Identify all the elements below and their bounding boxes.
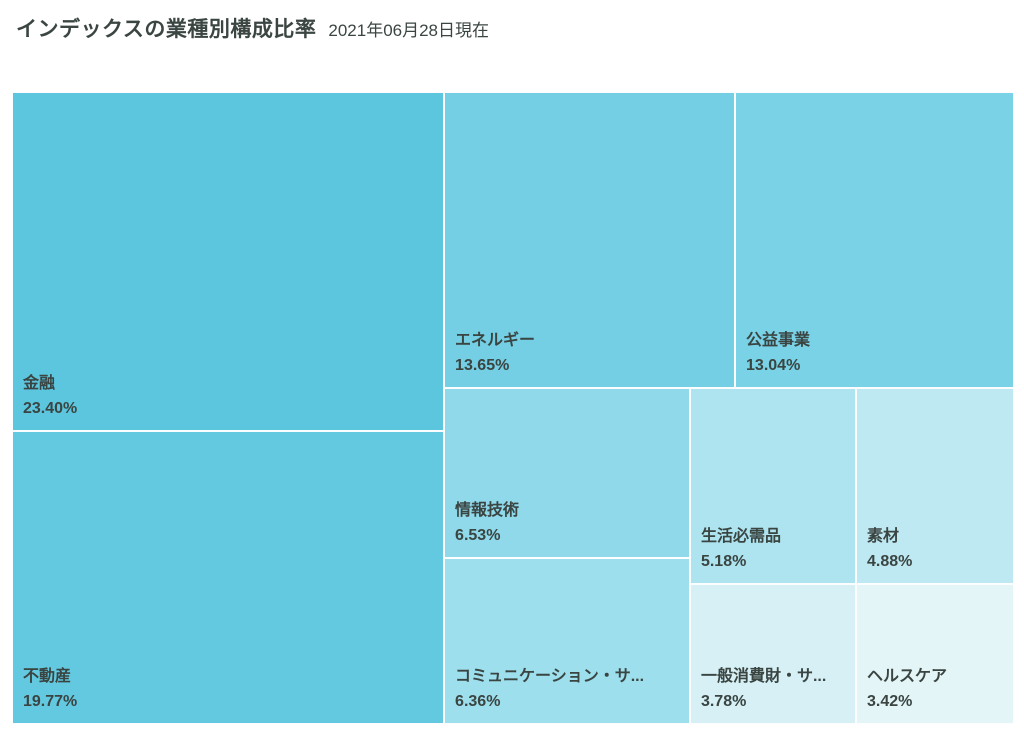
treemap-cell-health-care[interactable]: ヘルスケア 3.42% [855, 584, 1014, 724]
sector-value: 13.65% [455, 357, 510, 375]
treemap-cell-energy[interactable]: エネルギー 13.65% [444, 92, 736, 389]
sector-name: 生活必需品 [700, 528, 781, 546]
treemap: 金融 23.40% 不動産 19.77% エネルギー 13.65% 公益事業 13.04% 情報… [12, 92, 1014, 724]
sector-name: コミュニケーション・サ... [455, 668, 645, 686]
sector-label: 情報技術 6.53% [455, 499, 685, 549]
sector-label: 不動産 19.77% [23, 665, 439, 715]
sector-name: 金融 [23, 375, 56, 393]
sector-label: 素材 4.88% [867, 525, 1009, 575]
sector-label: 生活必需品 5.18% [701, 525, 851, 575]
sector-label: 金融 23.40% [23, 372, 439, 422]
sector-value: 13.04% [746, 357, 801, 375]
sector-name: 一般消費財・サ... [700, 668, 827, 686]
sector-name: 情報技術 [455, 502, 520, 520]
sector-label: 公益事業 13.04% [746, 329, 1009, 379]
sector-value: 5.18% [700, 553, 747, 571]
sector-value: 3.78% [700, 693, 747, 711]
sector-value: 6.53% [455, 527, 501, 545]
treemap-cell-information-technology[interactable]: 情報技術 6.53% [444, 388, 690, 558]
sector-name: 公益事業 [746, 332, 811, 350]
treemap-cell-consumer-staples[interactable]: 生活必需品 5.18% [689, 388, 856, 584]
treemap-cell-consumer-discretionary[interactable]: 一般消費財・サ... 3.78% [689, 584, 856, 724]
sector-name: ヘルスケア [866, 668, 947, 686]
sector-value: 23.40% [23, 400, 78, 418]
treemap-cell-real-estate[interactable]: 不動産 19.77% [12, 431, 445, 724]
sector-value: 4.88% [866, 553, 913, 571]
sector-label: ヘルスケア 3.42% [867, 665, 1009, 715]
as-of-date: 2021年06月28日現在 [328, 21, 490, 40]
sector-name: エネルギー [455, 332, 536, 350]
sector-value: 6.36% [455, 693, 501, 711]
treemap-cell-materials[interactable]: 素材 4.88% [855, 388, 1014, 584]
sector-label: 一般消費財・サ... 3.78% [701, 665, 851, 715]
sector-value: 3.42% [866, 693, 913, 711]
sector-label: エネルギー 13.65% [455, 329, 730, 379]
treemap-cell-finance[interactable]: 金融 23.40% [12, 92, 445, 431]
sector-name: 不動産 [23, 668, 72, 686]
treemap-cell-communication-services[interactable]: コミュニケーション・サ... 6.36% [444, 557, 690, 724]
treemap-cell-utilities[interactable]: 公益事業 13.04% [735, 92, 1014, 389]
page-title: インデックスの業種別構成比率 [16, 18, 317, 41]
chart-header: インデックスの業種別構成比率 2021年06月28日現在 [16, 13, 489, 43]
sector-value: 19.77% [23, 693, 78, 711]
sector-name: 素材 [866, 528, 899, 546]
sector-label: コミュニケーション・サ... 6.36% [455, 665, 685, 715]
